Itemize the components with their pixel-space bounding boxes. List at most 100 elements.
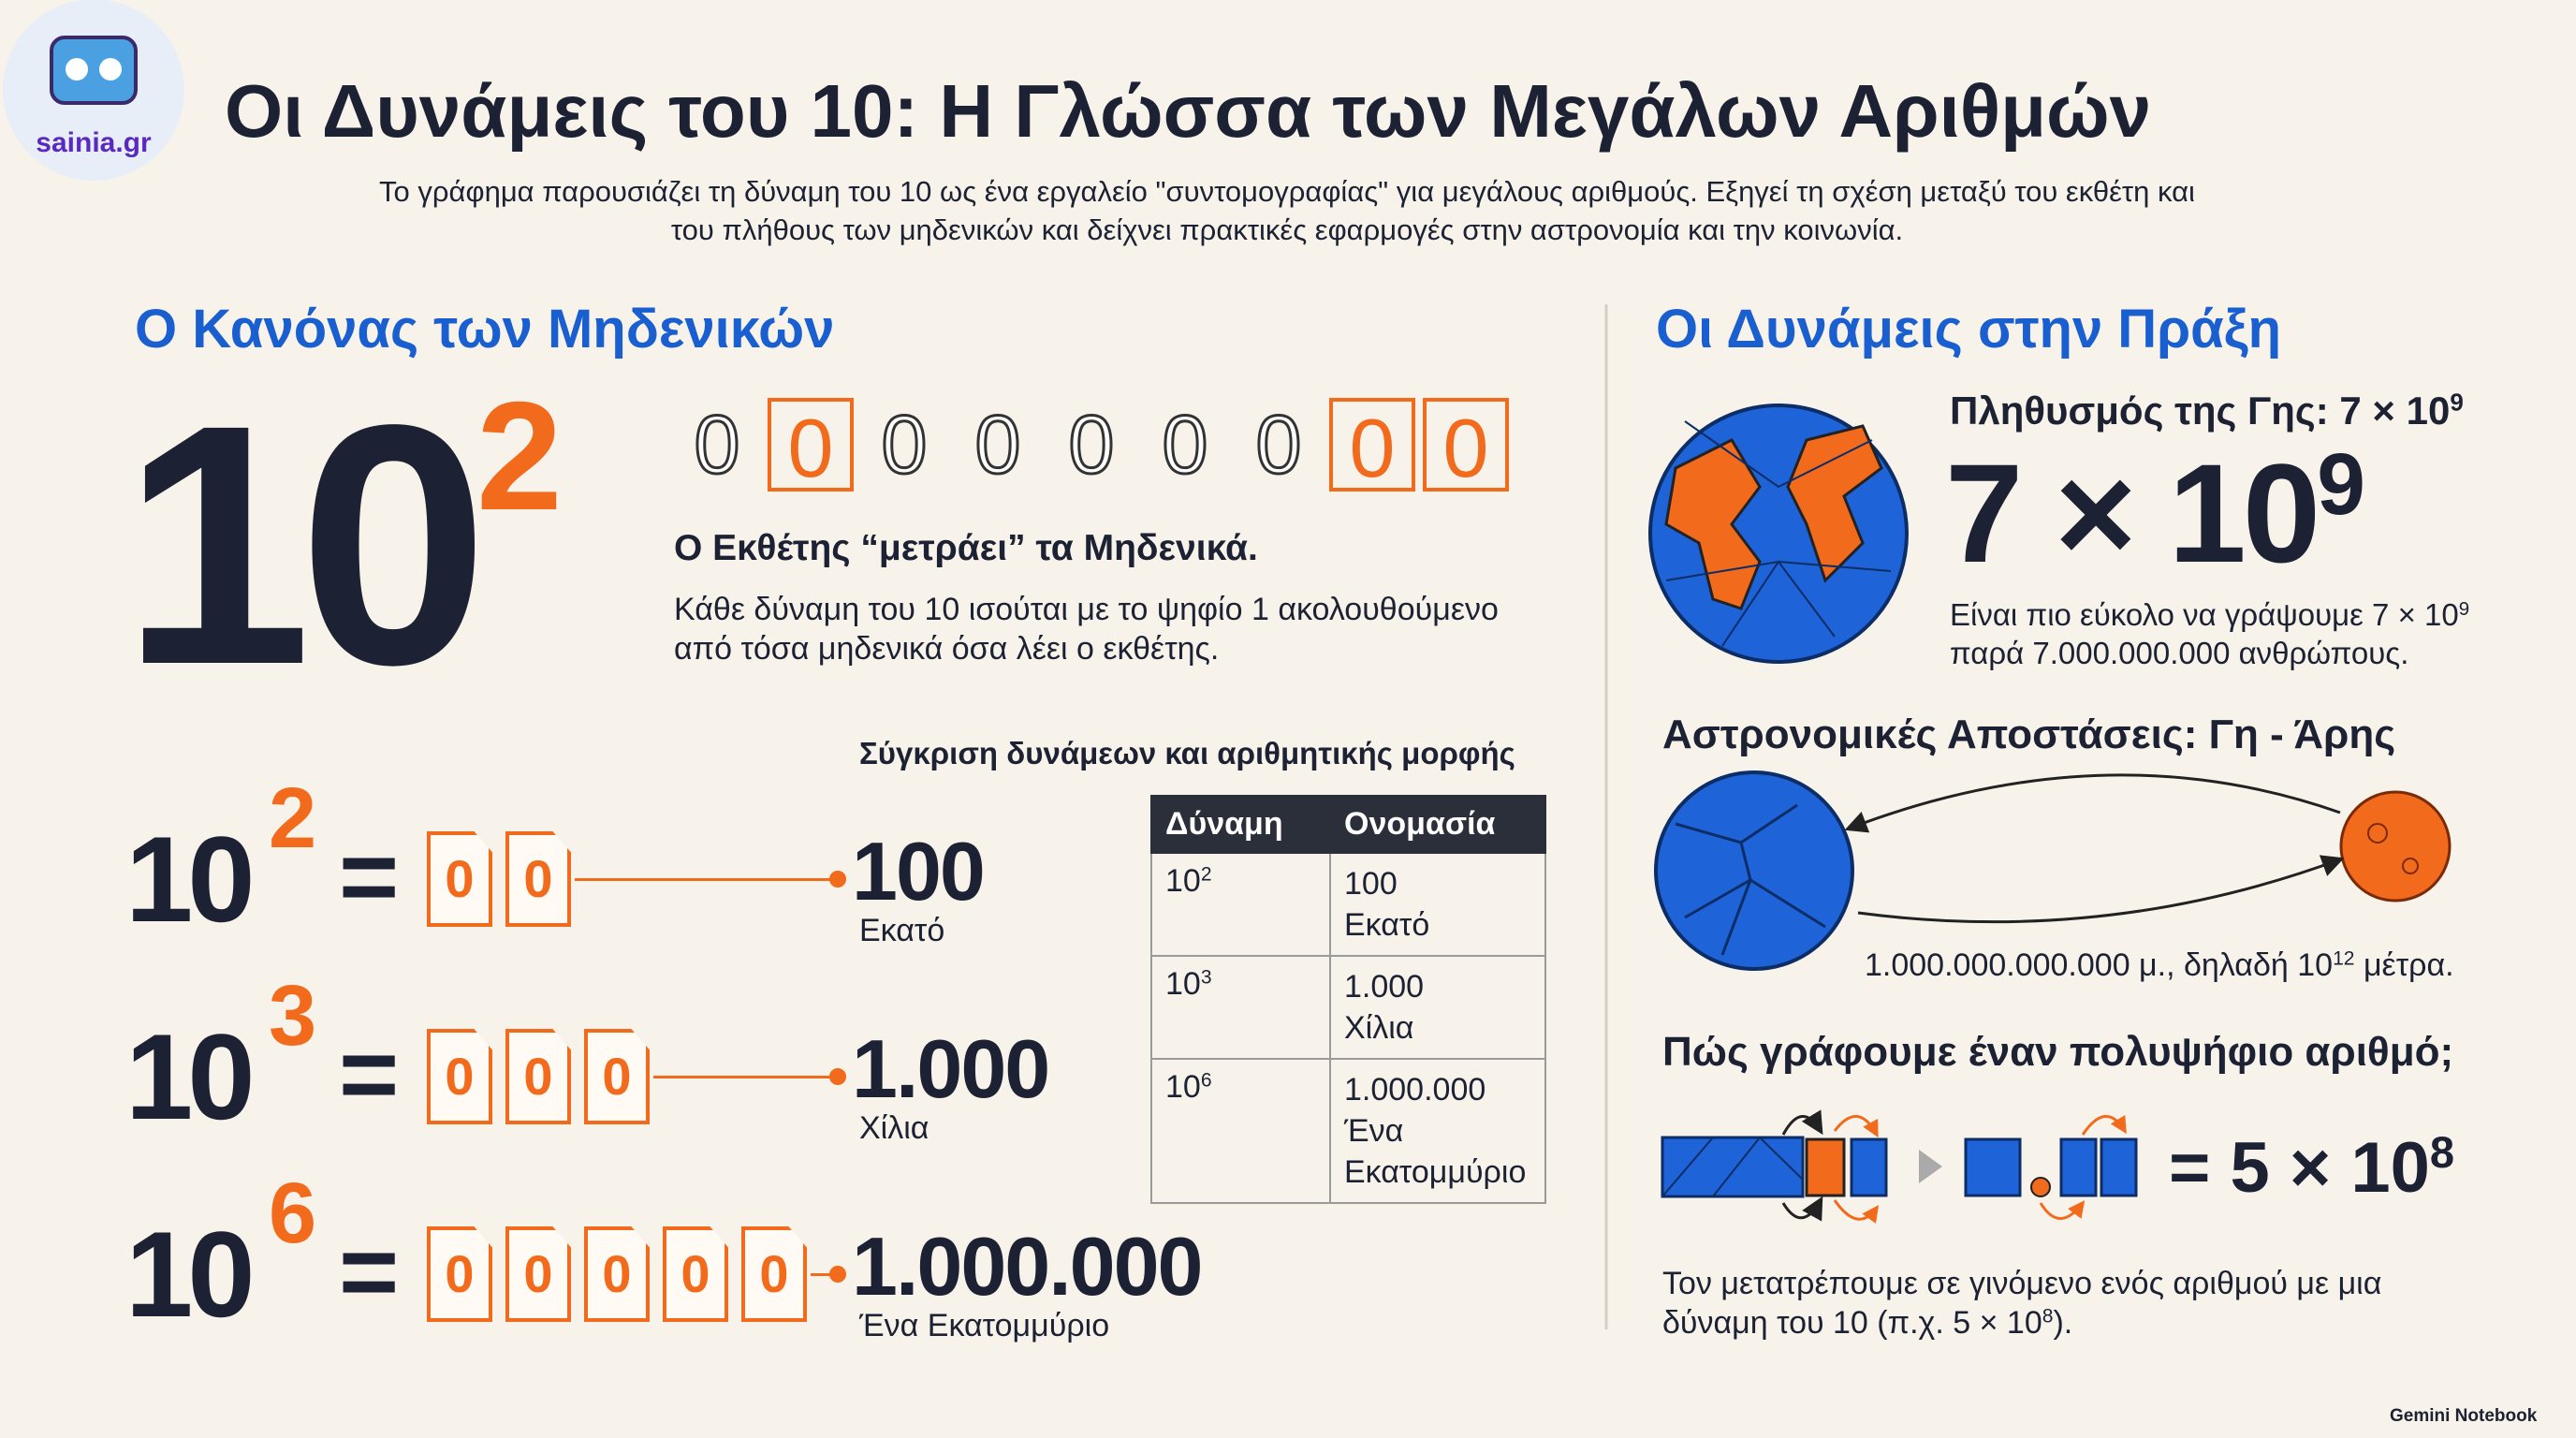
connector-dot [829, 1266, 846, 1283]
number: 100 [1344, 866, 1398, 902]
name: Χίλια [1344, 1010, 1414, 1046]
row-exponent: 3 [269, 968, 317, 1064]
row-name: Εκατό [859, 913, 945, 948]
table-column: Δύναμη [1150, 795, 1331, 854]
logo-robot [50, 36, 138, 105]
row-equals: = [339, 1017, 400, 1132]
footer-brand: Gemini Notebook [2390, 1406, 2538, 1426]
power-base: 10 [1165, 966, 1201, 1002]
zero-file: 0 [427, 1226, 492, 1322]
exponent: 8 [2429, 1127, 2455, 1178]
earth-small [1654, 770, 1854, 971]
table-cell: 100 Εκατό [1329, 852, 1546, 957]
zero-file: 0 [663, 1226, 728, 1322]
table-row: 106 1.000.000 Ένα Εκατομμύριο [1150, 1058, 1546, 1204]
row-number: 100 [852, 825, 986, 917]
digit: 0 [693, 397, 741, 492]
table-row: 102 100 Εκατό [1150, 852, 1546, 957]
name: Εκατό [1344, 907, 1430, 943]
row-name: Χίλια [859, 1110, 929, 1146]
notation-diagram [1661, 1109, 2138, 1224]
notation-formula: = 5 × 108 [2169, 1127, 2454, 1209]
table-header: Δύναμη Ονομασία [1150, 795, 1546, 854]
connector [575, 878, 836, 881]
distance-title: Αστρονομικές Αποστάσεις: Γη - Άρης [1662, 712, 2396, 757]
digit: 0 [1067, 397, 1116, 492]
section-heading: Ο Κανόνας των Μηδενικών [135, 299, 835, 360]
row-base: 10 [125, 1008, 256, 1145]
digit: 0 [1254, 397, 1303, 492]
number: 1.000 [1344, 969, 1425, 1005]
exponent: 9 [2450, 388, 2464, 417]
digit: 0 [1329, 398, 1415, 494]
text: μέτρα. [2354, 947, 2454, 983]
text: 1.000.000.000.000 μ., δηλαδή 10 [1865, 947, 2334, 983]
comparison-table-wrap: Δύναμη Ονομασία 102 100 Εκατό 103 1.000 Χίλια 1… [1150, 795, 1546, 1204]
table-cell: 102 [1150, 852, 1331, 957]
exponent: 8 [2042, 1305, 2054, 1328]
exponent: 9 [2317, 434, 2365, 533]
digit: 0 [880, 397, 929, 492]
comparison-table: Δύναμη Ονομασία 102 100 Εκατό 103 1.000 Χίλια 1… [1150, 795, 1546, 1204]
logo-eye [66, 58, 88, 81]
row-base: 10 [125, 1206, 256, 1343]
digit: 0 [1161, 397, 1209, 492]
table-cell: 106 [1150, 1058, 1331, 1204]
digit: 0 [1423, 398, 1509, 494]
connector-dot [829, 1068, 846, 1085]
distance-text: 1.000.000.000.000 μ., δηλαδή 1012 μέτρα. [1865, 947, 2454, 984]
zero-file: 0 [427, 831, 492, 927]
row-exponent: 2 [269, 770, 317, 866]
zero-file: 0 [427, 1029, 492, 1124]
rule-title: Ο Εκθέτης “μετράει” τα Μηδενικά. [674, 528, 1258, 568]
connector [811, 1273, 836, 1276]
table-body: 102 100 Εκατό 103 1.000 Χίλια 106 1.000.000 Ένα … [1150, 852, 1546, 1204]
power-base: 10 [1165, 1069, 1201, 1105]
connector-dot [829, 871, 846, 888]
name: Ένα Εκατομμύριο [1344, 1113, 1527, 1190]
text: Είναι πιο εύκολο να γράψουμε 7 × 10 [1950, 597, 2459, 632]
power-base: 10 [122, 355, 489, 736]
connector [653, 1076, 836, 1078]
row-equals: = [339, 1214, 400, 1329]
exponent: 12 [2333, 947, 2355, 970]
exponent: 9 [2458, 597, 2470, 620]
digit: 0 [973, 397, 1022, 492]
table-cell: 1.000 Χίλια [1329, 955, 1546, 1060]
table-cell: 103 [1150, 955, 1331, 1060]
mars [2339, 790, 2452, 902]
row-name: Ένα Εκατομμύριο [859, 1308, 1110, 1343]
logo-label: sainia.gr [36, 127, 152, 158]
power-exponent: 2 [476, 370, 563, 542]
notation-text: Τον μετατρέπουμε σε γινόμενο ενός αριθμο… [1662, 1264, 2467, 1343]
population-big: 7 × 109 [1945, 434, 2365, 588]
digit: 0 [768, 398, 854, 494]
comparison-title: Σύγκριση δυνάμεων και αριθμητικής μορφής [859, 736, 1515, 770]
power-base: 10 [1165, 863, 1201, 899]
text: Τον μετατρέπουμε σε γινόμενο ενός αριθμο… [1662, 1266, 2382, 1341]
power-exponent: 3 [1200, 966, 1212, 989]
power-exponent: 6 [1200, 1069, 1212, 1092]
power-exponent: 2 [1200, 863, 1212, 886]
zero-file: 0 [505, 831, 571, 927]
zero-file: 0 [584, 1029, 650, 1124]
text: ). [2053, 1305, 2073, 1341]
row-exponent: 6 [269, 1166, 317, 1261]
section-heading: Οι Δυνάμεις στην Πράξη [1656, 299, 2281, 360]
population-text: Είναι πιο εύκολο να γράψουμε 7 × 109 παρ… [1950, 595, 2511, 672]
table-row: 103 1.000 Χίλια [1150, 955, 1546, 1060]
earth-globe [1648, 404, 1909, 664]
zero-file: 0 [505, 1226, 571, 1322]
text: Πληθυσμός της Γης: 7 × 10 [1950, 389, 2451, 433]
table-cell: 1.000.000 Ένα Εκατομμύριο [1329, 1058, 1546, 1204]
subtitle: Το γράφημα παρουσιάζει τη δύναμη του 10 … [379, 175, 2195, 246]
text: = 5 × 10 [2169, 1128, 2430, 1208]
row-number: 1.000 [852, 1022, 1050, 1115]
text: παρά 7.000.000.000 ανθρώπους. [1950, 636, 2409, 670]
number: 1.000.000 [1344, 1072, 1486, 1108]
table-column: Ονομασία [1329, 795, 1546, 854]
row-equals: = [339, 819, 400, 934]
zero-file: 0 [741, 1226, 807, 1322]
